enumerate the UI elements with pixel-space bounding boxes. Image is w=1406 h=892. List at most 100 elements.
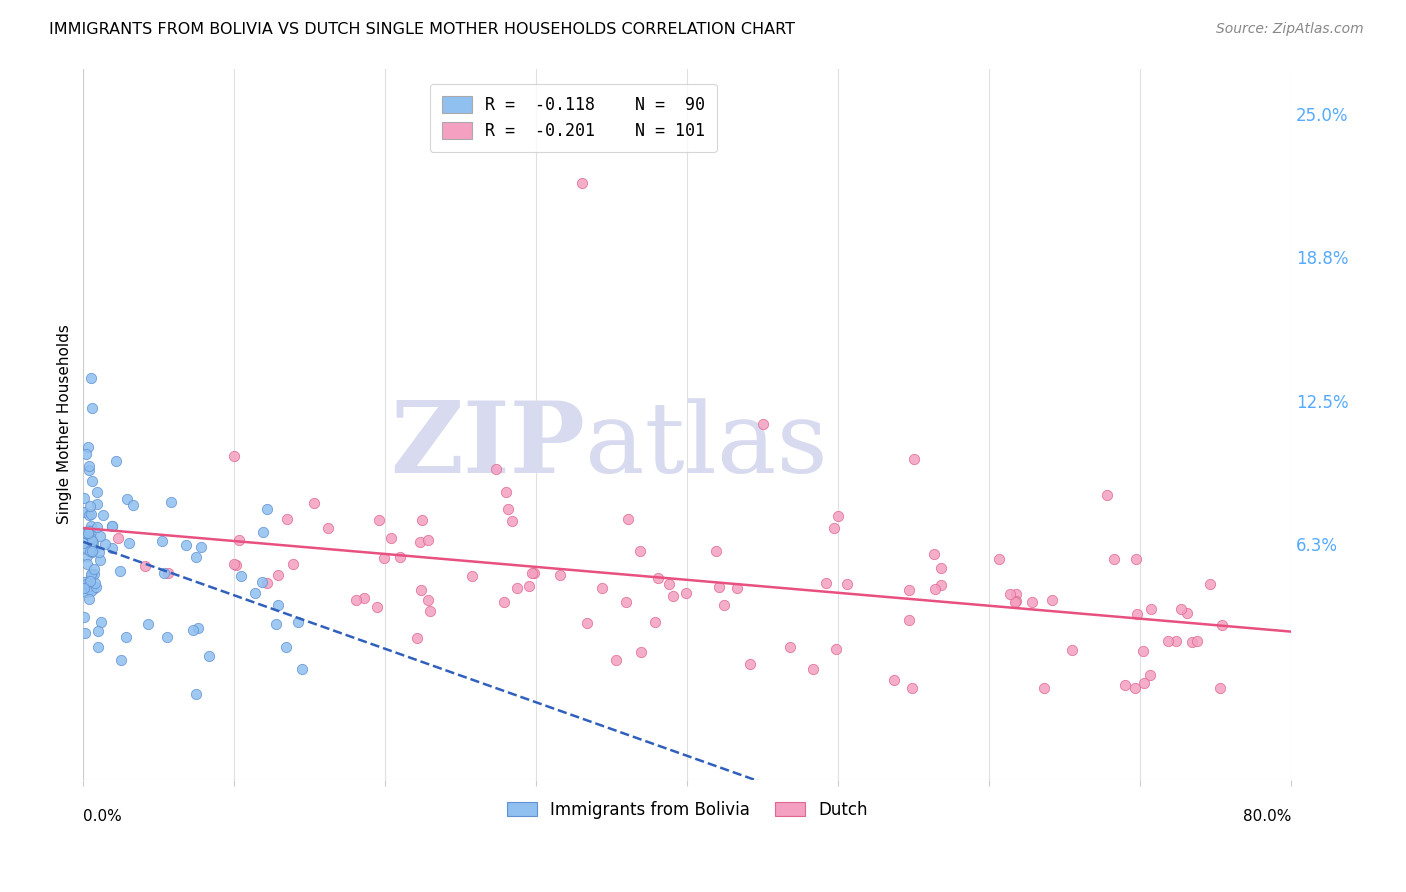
Point [72,491,94,506]
Point [80,566,103,581]
Point [1132,644,1154,658]
Point [75,447,97,461]
Point [84,576,107,591]
Point [318,521,340,535]
Point [84,580,107,594]
Point [150,533,173,548]
Point [75,585,97,599]
Point [101,518,124,533]
Point [287,615,309,629]
Point [252,525,274,540]
Point [101,519,124,533]
Point [107,531,129,545]
Point [256,502,278,516]
Point [283,557,305,571]
Point [86,485,108,500]
Point [344,593,367,607]
Point [901,681,924,696]
Point [108,565,131,579]
Point [704,544,727,558]
Point [416,533,439,547]
Point [90,615,112,629]
Point [72,535,94,549]
Point [496,502,519,516]
Point [76,541,98,556]
Point [73,626,96,640]
Point [77,458,100,473]
Point [1040,593,1063,607]
Point [122,498,145,512]
Y-axis label: Single Mother Households: Single Mother Households [58,325,72,524]
Point [591,582,613,596]
Point [1208,681,1230,696]
Point [73,610,96,624]
Point [79,499,101,513]
Point [73,505,96,519]
Point [89,553,111,567]
Point [186,687,208,701]
Point [658,577,681,591]
Point [517,579,540,593]
Point [419,604,441,618]
Point [1199,577,1222,591]
Point [353,591,375,605]
Point [256,576,278,591]
Point [152,566,174,581]
Point [94,536,117,550]
Point [250,574,273,589]
Point [79,524,101,539]
Point [87,545,110,559]
Point [1157,634,1180,648]
Point [1123,681,1146,696]
Point [898,582,921,597]
Text: atlas: atlas [585,398,827,493]
Point [79,544,101,558]
Point [1170,602,1192,616]
Point [266,616,288,631]
Point [86,520,108,534]
Point [738,657,761,671]
Text: ZIP: ZIP [389,397,585,494]
Point [91,508,114,522]
Point [405,632,427,646]
Point [115,630,138,644]
Point [998,587,1021,601]
Point [988,551,1011,566]
Point [823,521,845,535]
Point [628,544,651,558]
Point [80,531,103,545]
Point [76,441,98,455]
Point [302,496,325,510]
Text: 80.0%: 80.0% [1243,809,1291,824]
Point [82,544,104,558]
Point [495,485,517,500]
Point [662,589,685,603]
Point [267,598,290,612]
Point [291,662,314,676]
Point [77,591,100,606]
Point [837,577,859,591]
Point [73,581,96,595]
Point [77,508,100,523]
Point [1175,607,1198,621]
Point [77,579,100,593]
Text: 0.0%: 0.0% [83,809,122,824]
Point [82,545,104,559]
Point [86,624,108,638]
Point [1133,675,1156,690]
Point [80,507,103,521]
Point [644,615,666,629]
Point [77,523,100,537]
Point [79,463,101,477]
Point [713,599,735,613]
Point [79,574,101,589]
Point [89,529,111,543]
Point [492,595,515,609]
Point [725,582,748,596]
Point [675,586,697,600]
Point [101,541,124,556]
Point [368,513,391,527]
Point [274,640,297,654]
Point [801,662,824,676]
Point [1060,643,1083,657]
